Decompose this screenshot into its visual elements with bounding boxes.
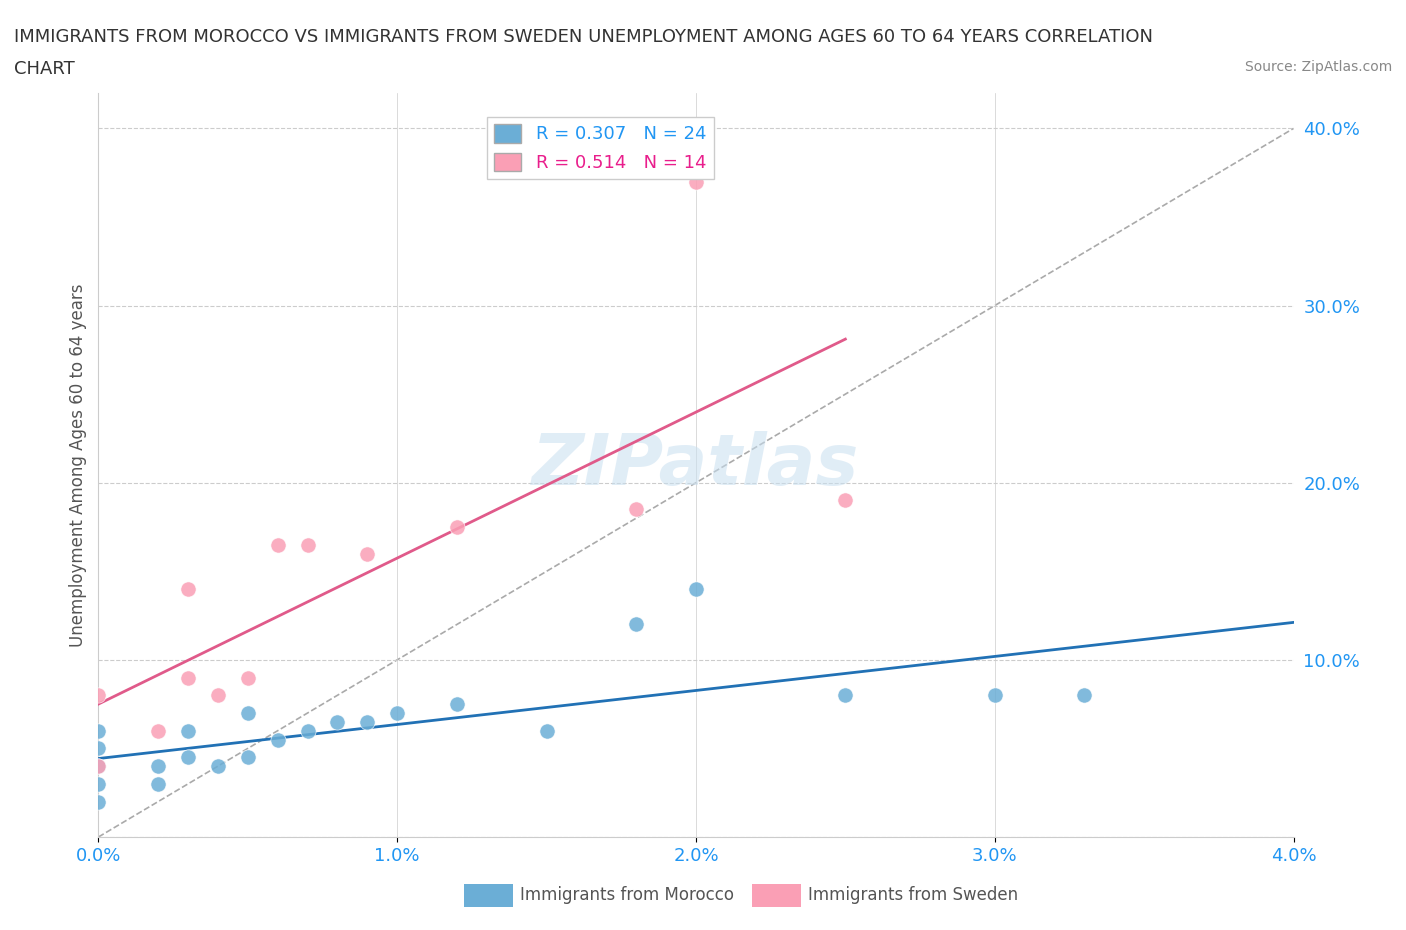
Point [177, 671, 200, 685]
Point [177, 750, 200, 764]
Point [267, 538, 290, 552]
Point [207, 688, 229, 703]
Point [356, 546, 378, 561]
Point [148, 759, 170, 774]
Point [87, 724, 110, 738]
Text: Source: ZipAtlas.com: Source: ZipAtlas.com [1244, 60, 1392, 74]
Point [685, 174, 707, 189]
Legend: R = 0.307   N = 24, R = 0.514   N = 14: R = 0.307 N = 24, R = 0.514 N = 14 [486, 117, 714, 179]
Text: Immigrants from Sweden: Immigrants from Sweden [808, 885, 1018, 904]
Point [177, 581, 200, 596]
Point [385, 706, 409, 721]
Point [87, 759, 110, 774]
Text: CHART: CHART [14, 60, 75, 78]
Y-axis label: Unemployment Among Ages 60 to 64 years: Unemployment Among Ages 60 to 64 years [69, 284, 87, 646]
Point [207, 759, 229, 774]
Point [87, 777, 110, 791]
Text: ZIPatlas: ZIPatlas [533, 431, 859, 499]
Point [87, 741, 110, 756]
Point [1073, 688, 1095, 703]
Point [297, 724, 319, 738]
Point [177, 724, 200, 738]
Point [87, 794, 110, 809]
Point [685, 581, 707, 596]
Point [356, 714, 378, 729]
Point [87, 759, 110, 774]
Point [267, 732, 290, 747]
Point [446, 520, 468, 535]
Point [87, 688, 110, 703]
Point [236, 671, 259, 685]
Point [148, 724, 170, 738]
Point [326, 714, 349, 729]
Text: Immigrants from Morocco: Immigrants from Morocco [520, 885, 734, 904]
Point [536, 724, 558, 738]
Text: IMMIGRANTS FROM MOROCCO VS IMMIGRANTS FROM SWEDEN UNEMPLOYMENT AMONG AGES 60 TO : IMMIGRANTS FROM MOROCCO VS IMMIGRANTS FR… [14, 28, 1153, 46]
Point [834, 493, 856, 508]
Point [984, 688, 1007, 703]
Point [236, 750, 259, 764]
Point [236, 706, 259, 721]
Point [834, 688, 856, 703]
Point [626, 502, 648, 517]
Point [626, 617, 648, 631]
Point [297, 538, 319, 552]
Point [148, 777, 170, 791]
Point [446, 697, 468, 711]
